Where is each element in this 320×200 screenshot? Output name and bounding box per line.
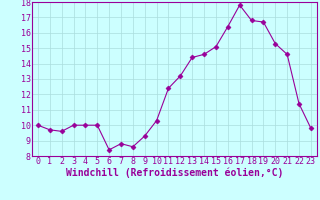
X-axis label: Windchill (Refroidissement éolien,°C): Windchill (Refroidissement éolien,°C) [66,168,283,178]
